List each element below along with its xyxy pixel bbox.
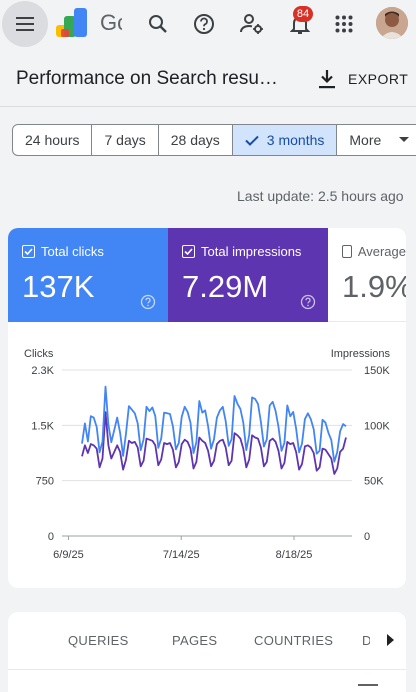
date-chip-3-months[interactable]: 3 months [232, 125, 338, 155]
table-tabs-card: QUERIES PAGES COUNTRIES D [8, 612, 406, 692]
performance-card: Total clicks 137K Total impressions 7.29… [8, 228, 406, 588]
tab-pages[interactable]: PAGES [172, 633, 218, 648]
performance-chart: Clicks Impressions 2.3K 150K 1.5K 100K 750 50… [24, 348, 391, 561]
chip-label: 3 months [266, 132, 325, 148]
help-circle-icon[interactable] [140, 294, 156, 310]
x-tick-label: 7/14/25 [163, 549, 200, 561]
chip-label: 7 days [104, 132, 146, 148]
date-chip-7-days[interactable]: 7 days [92, 125, 159, 155]
x-tick-label: 8/18/25 [276, 549, 313, 561]
date-chip-24-hours[interactable]: 24 hours [13, 125, 93, 155]
chip-label: More [349, 132, 382, 148]
export-label: EXPORT [348, 71, 409, 87]
left-tick-label: 2.3K [31, 365, 54, 377]
right-tick-label: 150K [364, 365, 390, 377]
right-axis-title: Impressions [331, 348, 391, 360]
top-app-bar: Gc 84 [0, 0, 416, 50]
right-tick-label: 0 [364, 531, 370, 543]
product-name-text: Gc [100, 10, 122, 35]
help-icon [194, 14, 214, 34]
metric-tile-total-clicks[interactable]: Total clicks 137K [8, 228, 168, 322]
date-range-filter: 24 hours 7 days 28 days 3 months More [12, 124, 416, 156]
left-axis-title: Clicks [24, 348, 54, 360]
menu-button[interactable] [2, 1, 48, 47]
metric-label: Average [357, 244, 406, 259]
right-tick-label: 100K [364, 420, 390, 432]
x-tick-label: 6/9/25 [53, 549, 84, 561]
help-circle-icon[interactable] [300, 294, 316, 310]
help-button[interactable] [190, 10, 218, 38]
checkbox-unchecked[interactable] [342, 245, 352, 258]
tabs-next-arrow-icon[interactable] [382, 632, 398, 648]
metric-value: 1.9% [342, 269, 406, 304]
left-tick-label: 0 [48, 531, 54, 543]
caret-down-icon [399, 137, 410, 142]
apps-grid-icon [335, 15, 353, 33]
metric-tile-total-impressions[interactable]: Total impressions 7.29M [168, 228, 328, 322]
last-update-text: Last update: 2.5 hours ago [237, 188, 404, 204]
date-chip-28-days[interactable]: 28 days [159, 125, 233, 155]
checkbox-checked[interactable] [182, 245, 195, 258]
chip-label: 24 hours [25, 132, 80, 148]
chip-label: 28 days [170, 132, 220, 148]
notifications-badge: 84 [293, 6, 313, 22]
metric-tile-average-ctr[interactable]: Average 1.9% [328, 228, 406, 322]
tab-devices[interactable]: D [362, 633, 370, 648]
search-console-logo[interactable] [56, 8, 90, 38]
series-line-impressions [81, 411, 347, 475]
title-bar: Performance on Search resu… EXPORT [0, 50, 416, 107]
metric-value: 7.29M [182, 269, 269, 304]
search-icon [149, 15, 167, 33]
check-icon [24, 248, 33, 255]
right-tick-label: 50K [364, 476, 384, 488]
metric-value: 137K [22, 269, 95, 304]
check-icon [184, 248, 193, 255]
search-button[interactable] [144, 10, 172, 38]
avatar-image [376, 7, 408, 39]
tab-countries[interactable]: COUNTRIES [254, 633, 334, 648]
download-icon [319, 70, 335, 89]
divider [8, 669, 406, 670]
check-icon [245, 135, 259, 146]
metric-label: Total impressions [201, 244, 302, 259]
metric-label: Total clicks [41, 244, 104, 259]
date-chip-more[interactable]: More [337, 125, 416, 155]
filter-icon[interactable] [358, 684, 378, 692]
menu-icon [16, 17, 34, 31]
series-line-clicks [81, 385, 347, 463]
apps-button[interactable] [330, 10, 358, 38]
avatar[interactable] [376, 7, 408, 39]
tab-queries[interactable]: QUERIES [68, 633, 129, 648]
manage-account-button[interactable] [238, 10, 266, 38]
manage-account-icon [240, 14, 263, 34]
left-tick-label: 1.5K [31, 420, 54, 432]
checkbox-checked[interactable] [22, 245, 35, 258]
export-button[interactable]: EXPORT [318, 66, 408, 92]
page-title: Performance on Search resu… [16, 68, 278, 89]
left-tick-label: 750 [36, 476, 54, 488]
